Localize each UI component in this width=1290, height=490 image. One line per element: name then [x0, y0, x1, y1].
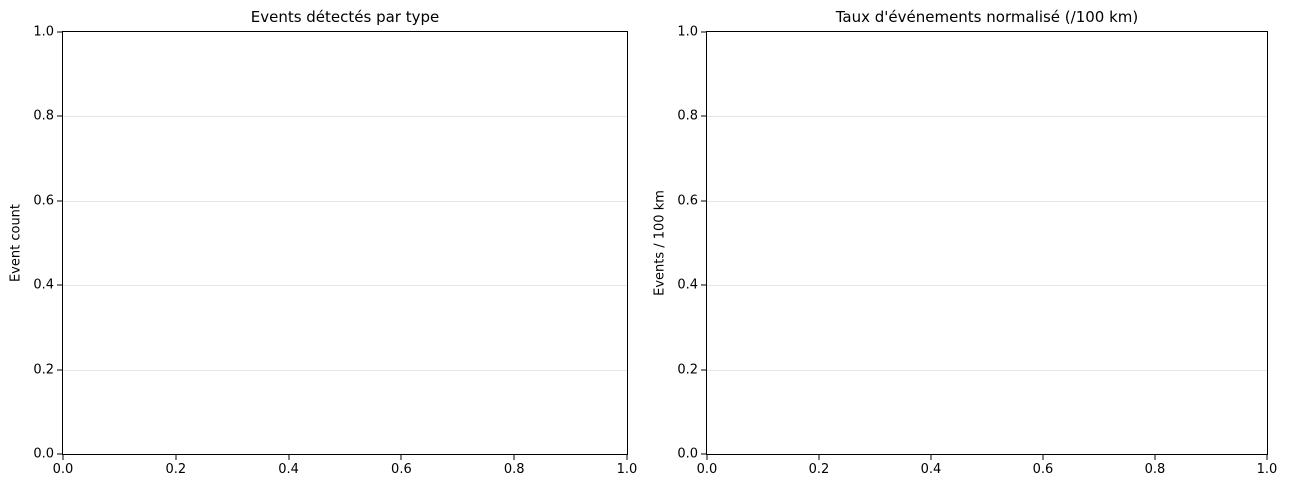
y-gridline	[63, 200, 627, 202]
y-tick-mark	[701, 200, 706, 202]
y-tick-mark	[701, 31, 706, 33]
y-tick-label: 0.0	[677, 446, 698, 462]
x-tick-label: 0.2	[165, 462, 187, 477]
x-tick-mark	[626, 455, 628, 460]
y-gridline	[707, 200, 1267, 202]
y-gridline	[63, 369, 627, 371]
right-chart-title: Taux d'événements normalisé (/100 km)	[835, 8, 1139, 26]
x-tick-mark	[930, 455, 932, 460]
x-tick-mark	[1154, 455, 1156, 460]
y-gridline	[63, 285, 627, 287]
y-tick-mark	[701, 369, 706, 371]
y-tick-mark	[701, 284, 706, 286]
y-tick-mark	[57, 284, 62, 286]
x-tick-label: 0.0	[696, 462, 718, 477]
x-tick-label: 0.4	[278, 462, 299, 477]
left-plot-area: 0.0 0.2 0.4 0.6 0.8 1.0 0.0 0.2 0.4 0.6 0.8 1.0	[33, 25, 637, 478]
x-tick-label: 0.6	[391, 462, 412, 477]
x-tick-label: 0.8	[503, 462, 525, 477]
y-tick-mark	[57, 453, 62, 455]
right-y-axis-label: Events / 100 km	[652, 190, 668, 296]
x-tick-mark	[62, 455, 64, 460]
x-tick-label: 0.0	[52, 462, 74, 477]
x-tick-mark	[1266, 455, 1268, 460]
y-tick-label: 0.2	[677, 362, 698, 378]
y-tick-label: 1.0	[33, 24, 54, 40]
x-tick-mark	[400, 455, 402, 460]
y-tick-label: 0.6	[677, 193, 698, 209]
y-gridline	[63, 116, 627, 118]
y-tick-label: 0.4	[33, 277, 54, 293]
x-tick-mark	[175, 455, 177, 460]
x-tick-mark	[1042, 455, 1044, 460]
y-tick-mark	[701, 453, 706, 455]
y-tick-label: 0.8	[677, 108, 698, 124]
x-tick-label: 1.0	[1256, 462, 1278, 477]
x-tick-mark	[706, 455, 708, 460]
right-plot-area: 0.0 0.2 0.4 0.6 0.8 1.0 0.0 0.2 0.4 0.6 0.8 1.0	[677, 25, 1277, 478]
left-chart-title: Events détectés par type	[250, 8, 440, 26]
y-tick-label: 0.4	[677, 277, 698, 293]
x-tick-label: 0.8	[1144, 462, 1166, 477]
y-tick-mark	[57, 369, 62, 371]
y-tick-mark	[57, 115, 62, 117]
x-tick-mark	[288, 455, 290, 460]
y-tick-label: 0.0	[33, 446, 54, 462]
y-gridline	[707, 369, 1267, 371]
y-gridline	[707, 285, 1267, 287]
y-tick-mark	[57, 200, 62, 202]
x-tick-label: 0.4	[920, 462, 942, 477]
y-gridline	[707, 116, 1267, 118]
y-tick-label: 1.0	[677, 24, 698, 40]
x-tick-label: 0.2	[808, 462, 830, 477]
x-tick-mark	[513, 455, 515, 460]
x-tick-label: 1.0	[616, 462, 638, 477]
x-tick-label: 0.6	[1032, 462, 1054, 477]
x-tick-mark	[818, 455, 820, 460]
y-tick-label: 0.6	[33, 193, 54, 209]
y-tick-mark	[701, 115, 706, 117]
y-tick-label: 0.8	[33, 108, 54, 124]
left-y-axis-label: Event count	[8, 203, 24, 283]
y-tick-mark	[57, 31, 62, 33]
y-tick-label: 0.2	[33, 362, 54, 378]
